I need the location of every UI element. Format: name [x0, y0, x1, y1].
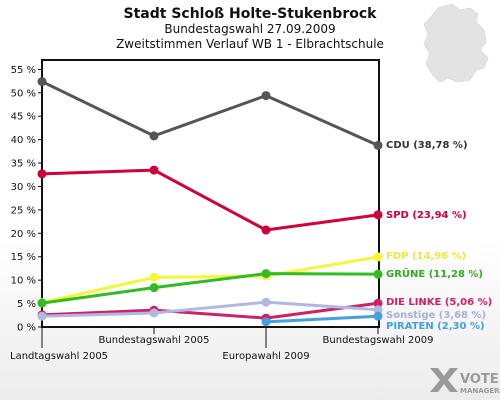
data-point	[37, 311, 47, 321]
x-axis: Landtagswahl 2005 Bundestagswahl 2005 Euro…	[10, 327, 433, 362]
series-label: CDU (38,78 %)	[386, 140, 468, 151]
x-tick-label: Bundestagswahl 2005	[99, 335, 210, 346]
series-line-spd	[41, 168, 379, 232]
data-point	[37, 298, 47, 308]
y-tick-label: 45 %	[11, 112, 36, 123]
series-line-piraten	[265, 314, 379, 324]
series-label: Sonstige (3,68 %)	[386, 310, 486, 321]
series-label: SPD (23,94 %)	[386, 210, 467, 221]
data-point	[149, 308, 159, 318]
y-tick-label: 15 %	[11, 252, 36, 263]
data-point	[373, 252, 383, 262]
x-tick-label: Bundestagswahl 2009	[323, 335, 434, 346]
y-axis: 0 % 5 % 10 % 15 % 20 % 25 % 30 % 35 % 40 % 45 % 50…	[11, 65, 42, 334]
data-point	[373, 269, 383, 279]
series-line-cdu	[41, 80, 379, 147]
y-tick-label: 20 %	[11, 229, 36, 240]
logo-vote: VOTE	[460, 372, 499, 387]
vote-manager-logo: VOTE MANAGER	[430, 368, 500, 395]
x-tick-label: Europawahl 2009	[222, 351, 309, 362]
y-tick-label: 50 %	[11, 88, 36, 99]
series-line-gr-ne	[41, 272, 379, 305]
data-point	[261, 91, 271, 101]
data-point	[261, 317, 271, 327]
data-point	[37, 169, 47, 179]
y-tick-label: 55 %	[11, 65, 36, 76]
logo-manager: MANAGER	[460, 387, 500, 395]
data-point	[149, 283, 159, 293]
chart-subtitle-2: Zweitstimmen Verlauf WB 1 - Elbrachtschu…	[116, 37, 384, 51]
series-label: FDP (14,96 %)	[386, 251, 466, 262]
data-point	[373, 298, 383, 308]
chart-title: Stadt Schloß Holte-Stukenbrock	[124, 6, 378, 22]
y-tick-label: 25 %	[11, 205, 36, 216]
series-labels: CDU (38,78 %) SPD (23,94 %) FDP (14,96 %) G…	[386, 140, 492, 332]
plot-area	[41, 59, 380, 328]
y-tick-label: 0 %	[17, 323, 36, 334]
y-tick-label: 5 %	[17, 299, 36, 310]
data-point	[149, 272, 159, 282]
series-line-sonstige	[41, 300, 379, 318]
series-lines	[37, 77, 383, 327]
data-point	[373, 305, 383, 315]
data-point	[149, 165, 159, 175]
germany-map-icon	[423, 3, 489, 83]
data-point	[373, 311, 383, 321]
data-point	[261, 269, 271, 279]
y-tick-label: 40 %	[11, 135, 36, 146]
data-point	[261, 297, 271, 307]
y-tick-label: 30 %	[11, 182, 36, 193]
logo-x-icon	[430, 368, 458, 392]
data-point	[373, 210, 383, 220]
data-point	[373, 140, 383, 150]
series-line-die-linke	[41, 301, 379, 320]
series-label: GRÜNE (11,28 %)	[386, 266, 483, 280]
y-tick-label: 10 %	[11, 276, 36, 287]
y-tick-label: 35 %	[11, 159, 36, 170]
x-tick-label: Landtagswahl 2005	[10, 351, 108, 362]
series-label: PIRATEN (2,30 %)	[386, 321, 485, 332]
data-point	[37, 77, 47, 87]
data-point	[261, 225, 271, 235]
series-label: DIE LINKE (5,06 %)	[386, 297, 492, 308]
chart-subtitle: Bundestagswahl 27.09.2009	[164, 22, 335, 36]
series-line-fdp	[41, 255, 379, 305]
data-point	[149, 131, 159, 141]
